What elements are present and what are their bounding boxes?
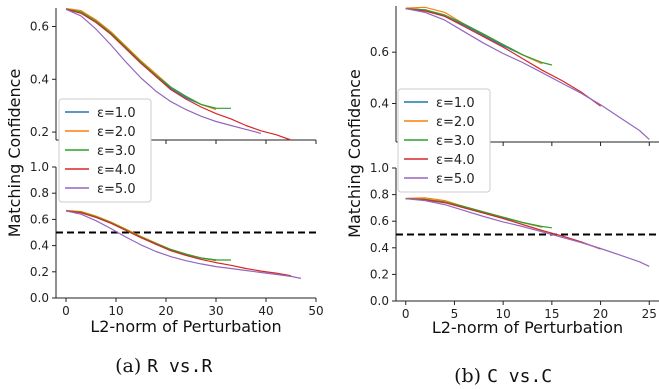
caption-a: (a) R vs.R xyxy=(103,333,212,377)
panel-b-legend-label-2: ε=2.0 xyxy=(436,115,475,130)
panel-b-legend-box xyxy=(397,88,491,193)
panel-b-bottom-series-4-line xyxy=(405,198,601,250)
panel-a-top-series-2-line xyxy=(65,7,217,111)
panel-a-top-ytick-label: 0.6 xyxy=(30,19,49,33)
panel-b-bottom-xtick-label: 10 xyxy=(496,307,511,321)
panel-a-top-series-1-line xyxy=(65,8,217,109)
caption-a-prefix: (a) xyxy=(115,355,148,377)
panel-a-bottom-ytick-label: 0.4 xyxy=(30,239,49,253)
panel-a-top-series-5-line xyxy=(65,8,262,134)
panel-a-bottom-ytick-label: 0.8 xyxy=(30,186,49,200)
caption-b-title: C vs.C xyxy=(487,366,553,387)
panel-a-bottom-xtick-label: 40 xyxy=(258,304,273,318)
panel-b-bottom-ytick-label: 0.2 xyxy=(370,267,389,281)
panel-a-legend-label-4: ε=4.0 xyxy=(97,163,136,178)
panel-a-top-series-4-line xyxy=(65,8,292,141)
panel-b-top-series-1-line xyxy=(405,8,543,65)
panel-b-legend-label-1: ε=1.0 xyxy=(436,96,475,111)
panel-b-legend-label-5: ε=5.0 xyxy=(436,172,475,187)
panel-a-x-axis-label: L2-norm of Perturbation xyxy=(90,317,281,336)
panel-b-x-axis-label: L2-norm of Perturbation xyxy=(432,318,623,337)
panel-a-y-axis-label: Matching Confidence xyxy=(5,69,24,238)
panel-b-bottom-ytick-label: 0.0 xyxy=(370,294,389,308)
panel-b-bottom-ytick-label: 0.8 xyxy=(370,188,389,202)
panel-b-top-series-3-line xyxy=(405,8,553,66)
panel-a-bottom-ytick-label: 0.6 xyxy=(30,212,49,226)
panel-a-bottom-xtick-label: 0 xyxy=(62,304,70,318)
caption-a-title: R vs.R xyxy=(147,356,213,377)
panel-b-bottom-series-1-line xyxy=(405,198,543,228)
panel-a-legend-label-2: ε=2.0 xyxy=(97,125,136,140)
panel-b-bottom-ytick-label: 1.0 xyxy=(370,161,389,175)
panel-b-top-ytick-label: 0.6 xyxy=(370,45,389,59)
panel-b-top-series-4-line xyxy=(405,8,601,107)
panel-a-top-ytick-label: 0.4 xyxy=(30,72,49,86)
panel-a-legend-label-3: ε=3.0 xyxy=(97,144,136,159)
panel-a-top-ytick-label: 0.2 xyxy=(30,125,49,139)
panel-b-top-ytick-label: 0.4 xyxy=(370,97,389,111)
panel-b-top-series-5-line xyxy=(405,8,650,140)
caption-b: (b) C vs.C xyxy=(442,343,552,387)
panel-a-bottom-series-5-line xyxy=(65,210,302,279)
panel-a-bottom-xtick-label: 50 xyxy=(308,304,323,318)
panel-a-top-series-3-line xyxy=(65,8,231,109)
panel-b-bottom-ytick-label: 0.6 xyxy=(370,214,389,228)
panel-a-legend-label-1: ε=1.0 xyxy=(97,106,136,121)
panel-a-legend-label-5: ε=5.0 xyxy=(97,182,136,197)
panel-a-bottom-ytick-label: 0.2 xyxy=(30,265,49,279)
panel-a-bottom-ytick-label: 1.0 xyxy=(30,160,49,174)
panel-a-bottom-series-1-line xyxy=(65,210,217,261)
caption-b-prefix: (b) xyxy=(454,365,488,387)
panel-a-bottom-series-4-line xyxy=(65,210,292,277)
panel-b-legend-label-3: ε=3.0 xyxy=(436,134,475,149)
panel-b-bottom-xtick-label: 25 xyxy=(642,307,657,321)
panel-b-bottom-ytick-label: 0.4 xyxy=(370,241,389,255)
panel-b-legend-label-4: ε=4.0 xyxy=(436,153,475,168)
panel-b-bottom-xtick-label: 0 xyxy=(402,307,410,321)
panel-a-bottom-xtick-label: 30 xyxy=(208,304,223,318)
panel-a-legend-box xyxy=(58,98,152,203)
panel-b-bottom-xtick-label: 20 xyxy=(593,307,608,321)
panel-b-bottom-xtick-label: 15 xyxy=(544,307,559,321)
panel-b-y-axis-label: Matching Confidence xyxy=(345,69,364,238)
panel-b-bottom-xtick-label: 5 xyxy=(451,307,459,321)
panel-b-bottom-series-5-line xyxy=(405,198,650,267)
panel-b-top-series-2-line xyxy=(405,6,543,65)
panel-a-bottom-ytick-label: 0.0 xyxy=(30,291,49,305)
panel-b-bottom-series-3-line xyxy=(405,198,552,229)
panel-a-bottom-xtick-label: 10 xyxy=(108,304,123,318)
panel-a-bottom-xtick-label: 20 xyxy=(158,304,173,318)
